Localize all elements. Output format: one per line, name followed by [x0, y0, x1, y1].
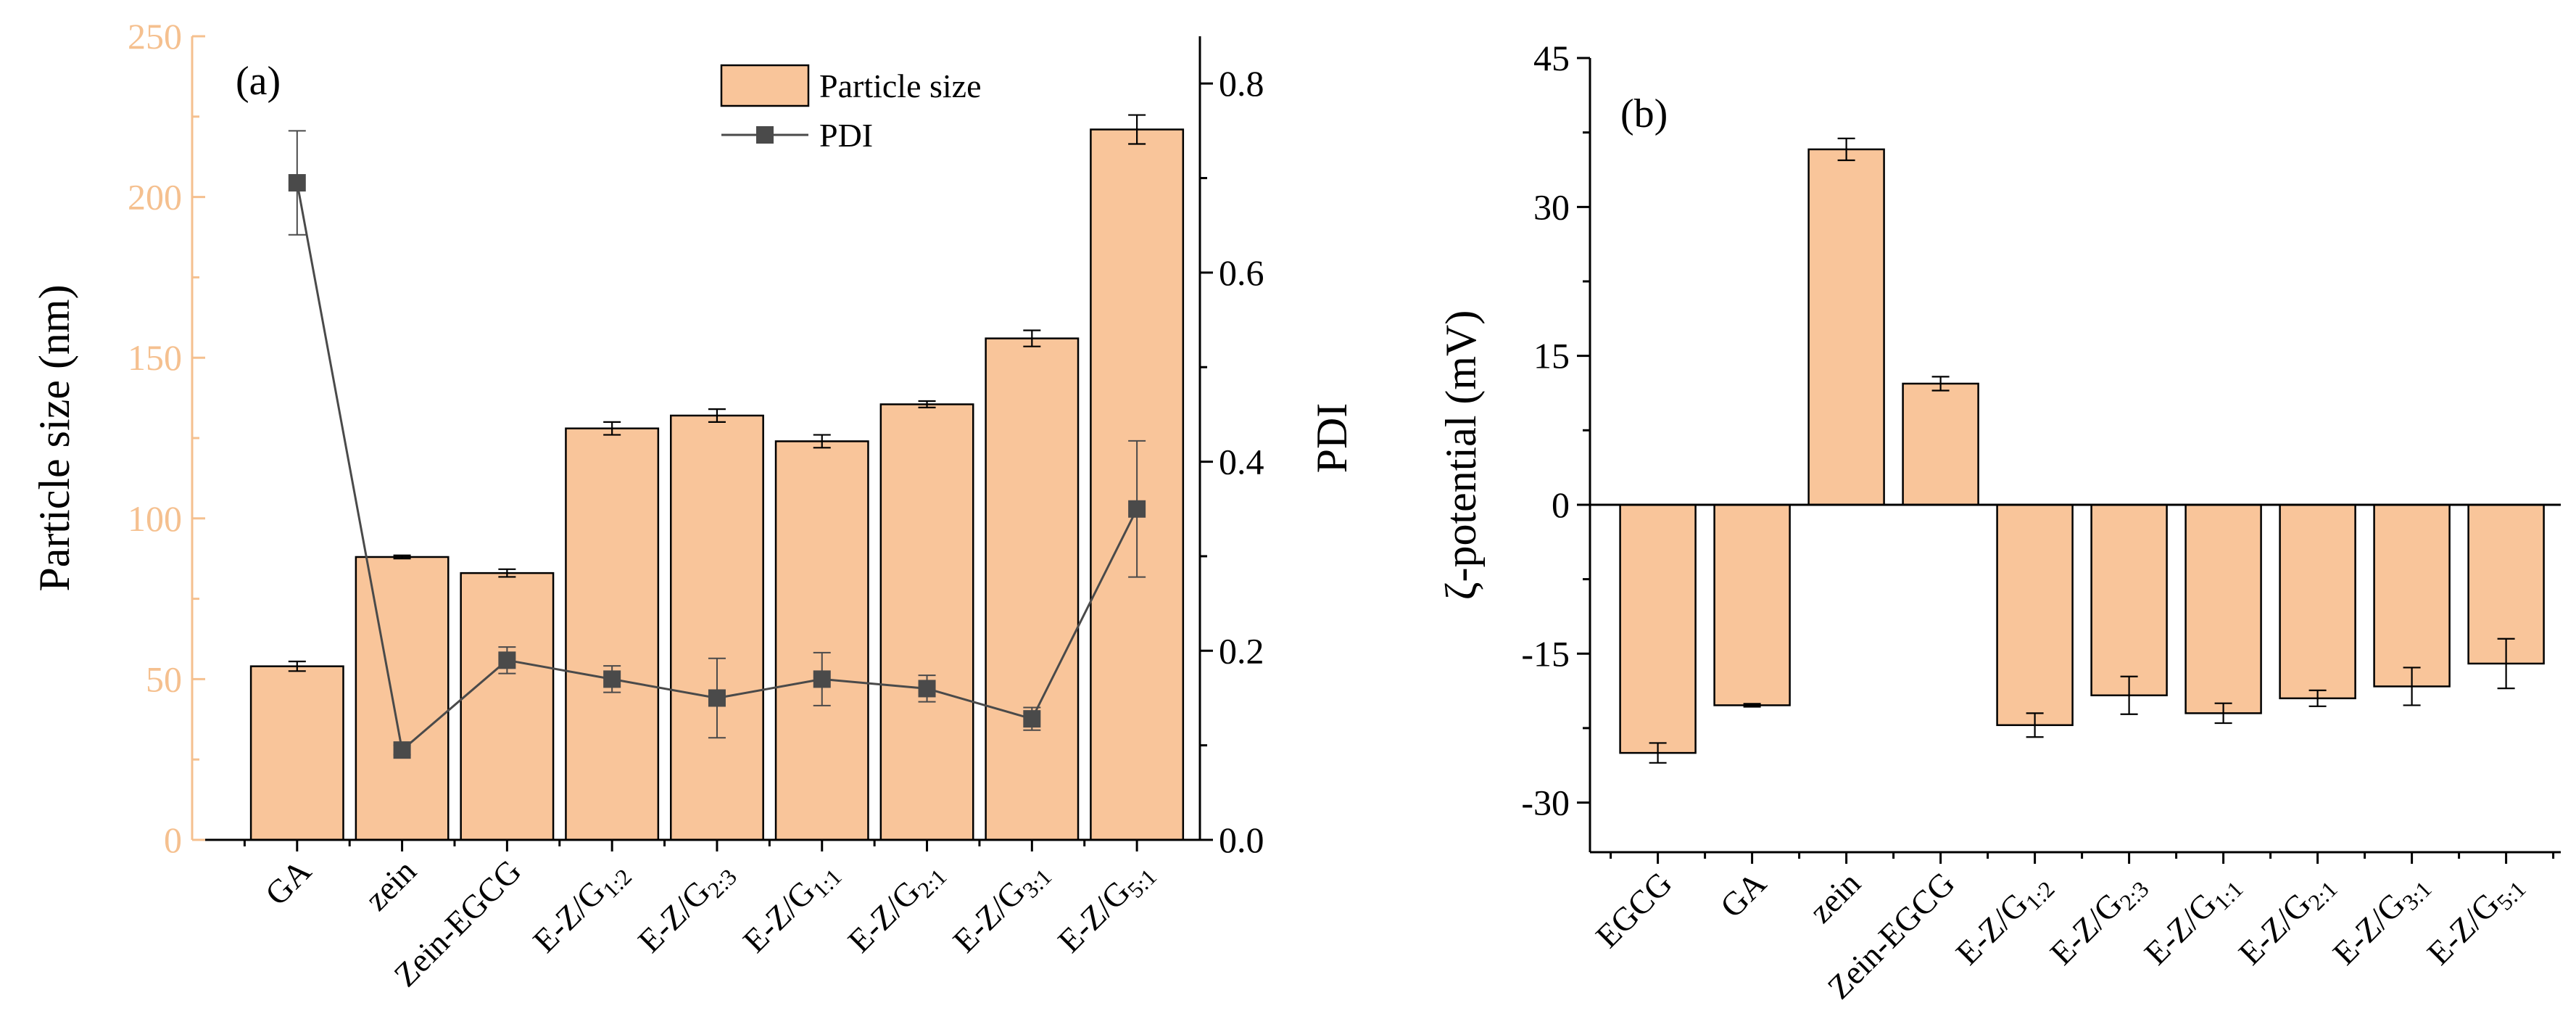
zeta-bar-1 [1619, 503, 1697, 754]
pdi-point-4 [603, 670, 621, 688]
particle-size-bar-1 [249, 665, 344, 841]
x-tick-label-1-base: EGCG [1589, 865, 1679, 955]
x-tick-label-2-base: zein [357, 852, 423, 917]
particle-size-error-bar-1 [288, 660, 306, 672]
x-tick-label-7: E-Z/G2:1 [841, 852, 952, 963]
right-y-tick-label-4: 0.6 [1219, 252, 1264, 293]
zeta-bar-2 [1713, 503, 1791, 706]
zeta-error-bar-7 [2214, 702, 2232, 725]
right-y-tick-label-2: 0.2 [1219, 630, 1264, 671]
particle-size-bar-7 [879, 403, 974, 841]
particle-size-error-bar-5 [708, 408, 726, 423]
legend-swatch-pdi-marker [756, 126, 774, 144]
left-y-tick-label-5: 200 [128, 177, 182, 218]
pdi-point-1 [288, 174, 306, 192]
zeta-error-bar-2 [1743, 703, 1761, 708]
particle-size-error-bar-4 [603, 421, 621, 436]
pdi-point-9 [1128, 500, 1146, 518]
x-tick-label-5: E-Z/G2:3 [631, 852, 742, 963]
left-y-tick-label-2: 50 [146, 659, 182, 699]
zeta-error-bar-4 [1931, 376, 1950, 392]
legend-label-pdi: PDI [819, 117, 873, 154]
zeta-bar-8 [2279, 503, 2356, 700]
zeta-error-bar-9 [2403, 667, 2421, 706]
panel-label-a: (a) [236, 59, 281, 104]
right-y-tick-label-3: 0.4 [1219, 442, 1264, 482]
particle-size-error-bar-3 [498, 568, 516, 578]
x-tick-label-3-base: zein [1802, 865, 1867, 930]
y-tick-label-6: 45 [1533, 38, 1570, 78]
particle-size-bar-6 [774, 440, 869, 841]
right-y-tick-label-1: 0.0 [1219, 820, 1264, 860]
particle-size-bar-3 [460, 572, 555, 841]
y-tick-label-1: -30 [1521, 783, 1570, 823]
pdi-point-2 [393, 741, 411, 759]
particle-size-error-bar-8 [1023, 329, 1041, 347]
pdi-point-7 [918, 680, 936, 698]
particle-size-bar-8 [985, 337, 1080, 841]
zeta-bar-5 [1996, 503, 2074, 727]
x-tick-label-3: zein [1802, 865, 1867, 930]
x-tick-label-2-base: GA [1713, 865, 1773, 925]
zeta-error-bar-10 [2497, 638, 2515, 690]
left-y-tick-label-6: 250 [128, 16, 182, 57]
left-y-tick-label-3: 100 [128, 498, 182, 539]
pdi-point-8 [1023, 710, 1041, 728]
x-tick-label-9: E-Z/G5:1 [1051, 852, 1161, 963]
left-y-tick-label-4: 150 [128, 337, 182, 378]
zeta-bar-4 [1902, 382, 1979, 506]
pdi-point-6 [813, 670, 831, 688]
particle-size-bar-5 [670, 414, 764, 841]
zeta-error-bar-1 [1649, 742, 1667, 764]
zeta-error-bar-8 [2308, 689, 2327, 707]
panel-label-b: (b) [1620, 91, 1668, 136]
y-tick-label-4: 15 [1533, 336, 1570, 376]
x-tick-label-6: E-Z/G1:1 [736, 852, 847, 963]
particle-size-bar-4 [565, 427, 660, 841]
zeta-error-bar-3 [1837, 137, 1855, 162]
right-y-axis-title: PDI [1308, 403, 1356, 474]
particle-size-error-bar-6 [813, 434, 831, 449]
particle-size-error-bar-9 [1128, 114, 1146, 145]
x-tick-label-8: E-Z/G2:1 [2232, 865, 2343, 975]
particle-size-bar-2 [355, 556, 450, 841]
y-tick-label-5: 30 [1533, 186, 1570, 227]
zeta-error-bar-6 [2120, 675, 2138, 715]
x-tick-label-1: EGCG [1589, 865, 1679, 955]
left-y-axis-title: Particle size (nm) [30, 284, 78, 591]
legend-swatch-particle-size [720, 64, 810, 107]
x-tick-label-1-base: GA [258, 852, 318, 912]
zeta-bar-7 [2184, 503, 2262, 714]
x-tick-label-2: zein [357, 852, 423, 917]
zeta-error-bar-5 [2026, 712, 2044, 738]
y-axis-title: ζ-potential (mV) [1437, 310, 1485, 601]
x-tick-label-9: E-Z/G3:1 [2326, 865, 2437, 975]
y-tick-label-2: -15 [1521, 633, 1570, 674]
x-tick-label-5: E-Z/G1:2 [1949, 865, 2060, 975]
pdi-point-3 [498, 651, 516, 669]
x-tick-label-10: E-Z/G5:1 [2420, 865, 2531, 975]
pdi-point-5 [708, 689, 726, 707]
x-tick-label-7: E-Z/G1:1 [2137, 865, 2248, 975]
x-tick-label-8: E-Z/G3:1 [945, 852, 1056, 963]
legend-label-particle-size: Particle size [819, 67, 982, 104]
x-tick-label-1: GA [258, 852, 318, 912]
zeta-bar-6 [2090, 503, 2168, 696]
legend: Particle size PDI [720, 64, 982, 154]
particle-size-error-bar-7 [918, 400, 936, 408]
x-tick-label-4: E-Z/G1:2 [526, 852, 637, 963]
right-y-tick-label-5: 0.8 [1219, 63, 1264, 104]
x-tick-label-2: GA [1713, 865, 1773, 925]
zeta-bar-10 [2467, 503, 2545, 665]
particle-size-error-bar-2 [393, 554, 411, 560]
y-tick-label-3: 0 [1552, 484, 1570, 525]
left-y-tick-label-1: 0 [164, 820, 182, 860]
x-tick-label-6: E-Z/G2:3 [2043, 865, 2154, 975]
zeta-bar-3 [1807, 148, 1885, 506]
zeta-bar-9 [2373, 503, 2451, 688]
